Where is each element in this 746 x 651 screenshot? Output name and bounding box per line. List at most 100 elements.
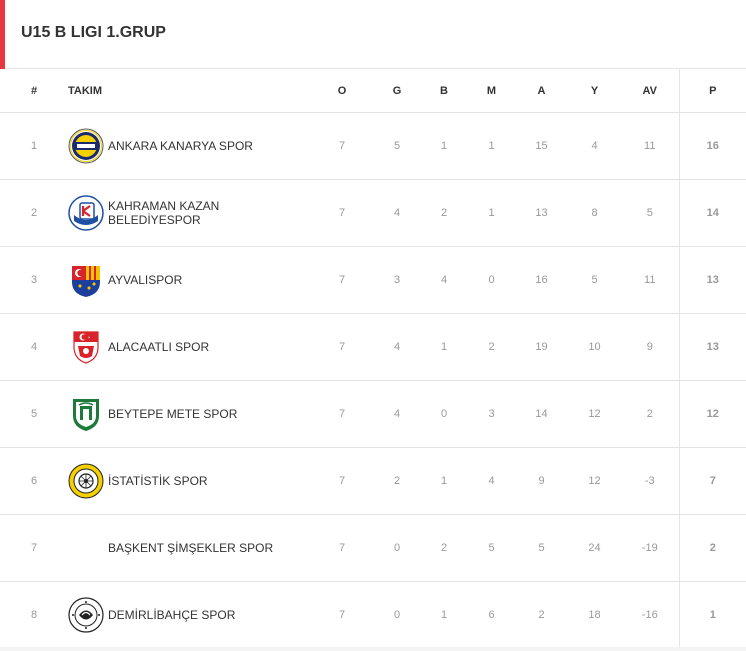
played-cell: 7 xyxy=(310,380,374,448)
goal-diff-cell: 9 xyxy=(621,313,679,381)
bottom-strip xyxy=(0,647,746,651)
goals-for-cell: 16 xyxy=(515,246,568,314)
drawn-cell: 4 xyxy=(420,246,468,314)
won-cell: 4 xyxy=(374,179,420,247)
rank-cell: 6 xyxy=(0,447,68,515)
col-header-team: TAKIM xyxy=(68,69,310,113)
team-name[interactable]: İSTATİSTİK SPOR xyxy=(108,474,208,488)
team-cell[interactable]: AYVALISPOR xyxy=(68,246,310,314)
goals-for-cell: 5 xyxy=(515,514,568,582)
goal-diff-cell: 2 xyxy=(621,380,679,448)
points-cell: 7 xyxy=(678,447,746,515)
team-name[interactable]: BAŞKENT ŞİMŞEKLER SPOR xyxy=(108,541,274,555)
points-cell: 2 xyxy=(678,514,746,582)
table-row[interactable]: 8 DEMİRLİBAHÇE SPOR 7 0 1 6 2 18 -16 1 xyxy=(0,581,746,649)
points-cell: 13 xyxy=(678,246,746,314)
col-header-lost: M xyxy=(468,69,515,113)
goals-for-cell: 14 xyxy=(515,380,568,448)
drawn-cell: 1 xyxy=(420,313,468,381)
played-cell: 7 xyxy=(310,581,374,649)
played-cell: 7 xyxy=(310,514,374,582)
team-cell[interactable]: KAHRAMAN KAZAN BELEDİYESPOR xyxy=(68,179,310,247)
lost-cell: 2 xyxy=(468,313,515,381)
table-row[interactable]: 7 BAŞKENT ŞİMŞEKLER SPOR 7 0 2 5 5 24 -1… xyxy=(0,514,746,582)
lost-cell: 1 xyxy=(468,179,515,247)
beytepe-crest-icon xyxy=(68,396,104,432)
played-cell: 7 xyxy=(310,179,374,247)
turkish-crest-crest-icon xyxy=(68,329,104,365)
lost-cell: 5 xyxy=(468,514,515,582)
header-row: # TAKIM O G B M A Y AV P xyxy=(0,69,746,113)
demirlibahce-crest-icon xyxy=(68,597,104,633)
table-row[interactable]: 4 ALACAATLI SPOR 7 4 1 2 19 10 9 13 xyxy=(0,313,746,381)
kanarya-crest-icon xyxy=(68,128,104,164)
team-name[interactable]: ANKARA KANARYA SPOR xyxy=(108,139,253,153)
rank-cell: 7 xyxy=(0,514,68,582)
col-header-goals-against: Y xyxy=(568,69,621,113)
goal-diff-cell: 5 xyxy=(621,179,679,247)
rank-cell: 2 xyxy=(0,179,68,247)
team-cell[interactable]: DEMİRLİBAHÇE SPOR xyxy=(68,581,310,649)
team-cell[interactable]: BEYTEPE METE SPOR xyxy=(68,380,310,448)
goals-for-cell: 13 xyxy=(515,179,568,247)
group-header: U15 B LIGI 1.GRUP xyxy=(0,0,746,69)
goal-diff-cell: -19 xyxy=(621,514,679,582)
team-name[interactable]: DEMİRLİBAHÇE SPOR xyxy=(108,608,236,622)
goals-for-cell: 9 xyxy=(515,447,568,515)
rank-cell: 8 xyxy=(0,581,68,649)
group-title: U15 B LIGI 1.GRUP xyxy=(21,24,166,41)
col-header-rank: # xyxy=(0,69,68,113)
won-cell: 0 xyxy=(374,581,420,649)
goals-against-cell: 10 xyxy=(568,313,621,381)
points-cell: 13 xyxy=(678,313,746,381)
drawn-cell: 2 xyxy=(420,514,468,582)
table-row[interactable]: 1 ANKARA KANARYA SPOR 7 5 1 1 15 4 11 16 xyxy=(0,112,746,180)
points-cell: 14 xyxy=(678,179,746,247)
col-header-won: G xyxy=(374,69,420,113)
col-header-goal-diff: AV xyxy=(621,69,679,113)
team-cell[interactable]: ALACAATLI SPOR xyxy=(68,313,310,381)
won-cell: 4 xyxy=(374,380,420,448)
lost-cell: 4 xyxy=(468,447,515,515)
goals-against-cell: 12 xyxy=(568,447,621,515)
played-cell: 7 xyxy=(310,112,374,180)
points-cell: 16 xyxy=(678,112,746,180)
played-cell: 7 xyxy=(310,246,374,314)
empty-crest-placeholder xyxy=(68,530,104,566)
table-row[interactable]: 6 İSTATİSTİK SPOR 7 2 1 4 9 12 -3 7 xyxy=(0,447,746,515)
drawn-cell: 2 xyxy=(420,179,468,247)
goals-against-cell: 8 xyxy=(568,179,621,247)
team-cell[interactable]: ANKARA KANARYA SPOR xyxy=(68,112,310,180)
goals-against-cell: 24 xyxy=(568,514,621,582)
kazan-crest-icon xyxy=(68,195,104,231)
rank-cell: 1 xyxy=(0,112,68,180)
ayvalik-crest-icon xyxy=(68,262,104,298)
drawn-cell: 1 xyxy=(420,581,468,649)
won-cell: 0 xyxy=(374,514,420,582)
team-name[interactable]: AYVALISPOR xyxy=(108,273,183,287)
rank-cell: 4 xyxy=(0,313,68,381)
header-accent-bar xyxy=(0,0,5,69)
goals-for-cell: 2 xyxy=(515,581,568,649)
lost-cell: 0 xyxy=(468,246,515,314)
team-cell[interactable]: BAŞKENT ŞİMŞEKLER SPOR xyxy=(68,514,310,582)
table-row[interactable]: 2 KAHRAMAN KAZAN BELEDİYESPOR 7 4 2 1 13… xyxy=(0,179,746,247)
table-row[interactable]: 3 AYVALISPOR 7 3 4 0 16 5 11 13 xyxy=(0,246,746,314)
goals-for-cell: 19 xyxy=(515,313,568,381)
col-header-goals-for: A xyxy=(515,69,568,113)
lost-cell: 6 xyxy=(468,581,515,649)
team-name[interactable]: ALACAATLI SPOR xyxy=(108,340,210,354)
points-cell: 12 xyxy=(678,380,746,448)
team-name[interactable]: BEYTEPE METE SPOR xyxy=(108,407,238,421)
team-cell[interactable]: İSTATİSTİK SPOR xyxy=(68,447,310,515)
team-name[interactable]: KAHRAMAN KAZAN BELEDİYESPOR xyxy=(108,199,220,227)
col-header-played: O xyxy=(310,69,374,113)
table-row[interactable]: 5 BEYTEPE METE SPOR 7 4 0 3 14 12 2 12 xyxy=(0,380,746,448)
won-cell: 5 xyxy=(374,112,420,180)
goal-diff-cell: -3 xyxy=(621,447,679,515)
goals-for-cell: 15 xyxy=(515,112,568,180)
drawn-cell: 1 xyxy=(420,447,468,515)
col-header-points: P xyxy=(678,69,746,113)
standings-table: # TAKIM O G B M A Y AV P 1 ANKARA KANARY… xyxy=(0,69,746,649)
istatistik-crest-icon xyxy=(68,463,104,499)
